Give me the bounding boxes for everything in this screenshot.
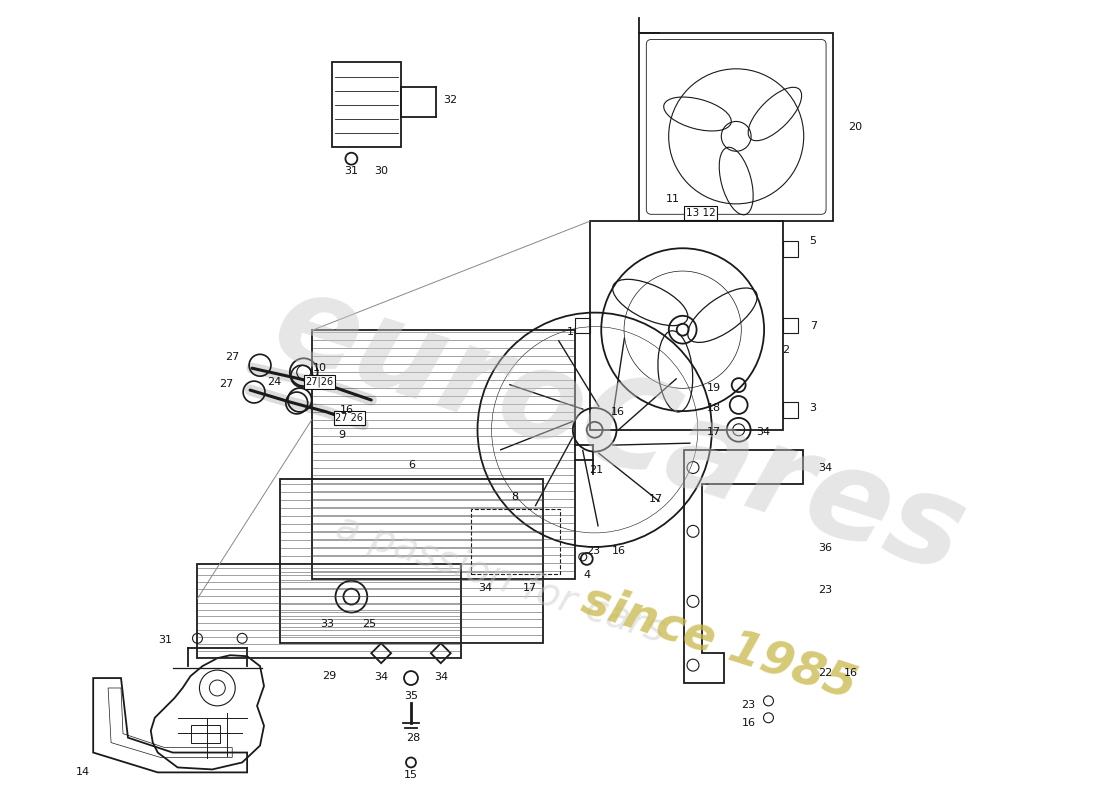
Text: 33: 33 [320, 619, 334, 630]
Text: 34: 34 [374, 672, 388, 682]
Text: 14: 14 [76, 767, 90, 778]
Text: 21: 21 [590, 465, 604, 474]
Text: 16: 16 [741, 718, 756, 728]
Text: 18: 18 [707, 403, 721, 413]
Text: 25: 25 [362, 619, 376, 630]
Text: 22: 22 [818, 668, 833, 678]
Text: 16: 16 [844, 668, 858, 678]
Text: 6: 6 [408, 459, 415, 470]
Text: 17: 17 [524, 582, 537, 593]
Text: 32: 32 [443, 95, 458, 105]
Text: 27 26: 27 26 [336, 413, 363, 423]
Text: 4: 4 [583, 570, 591, 580]
Text: 34: 34 [757, 426, 771, 437]
Text: since 1985: since 1985 [576, 578, 861, 709]
Text: 3: 3 [810, 403, 816, 413]
Text: 15: 15 [404, 770, 418, 780]
Text: 23: 23 [585, 546, 600, 556]
Text: a passion for cars: a passion for cars [331, 507, 670, 650]
Text: 16: 16 [612, 407, 625, 417]
Text: euroCares: euroCares [260, 262, 980, 598]
Text: 36: 36 [818, 542, 832, 553]
Text: 7: 7 [810, 321, 816, 330]
Text: 35: 35 [404, 691, 418, 701]
Text: 11: 11 [666, 194, 680, 205]
Text: 31: 31 [344, 166, 359, 176]
Text: 8: 8 [512, 492, 519, 502]
Text: 17: 17 [649, 494, 663, 504]
Text: 17: 17 [707, 426, 721, 437]
Text: 34: 34 [818, 462, 832, 473]
Text: 27: 27 [219, 379, 233, 389]
Text: 13 12: 13 12 [685, 208, 715, 218]
Text: 34: 34 [433, 672, 448, 682]
Text: 20: 20 [848, 122, 862, 132]
Text: 16: 16 [612, 546, 626, 556]
Text: 27|26: 27|26 [306, 377, 333, 387]
Text: 19: 19 [707, 383, 721, 393]
Text: 23: 23 [741, 700, 756, 710]
Text: 24: 24 [267, 377, 282, 387]
Text: 34: 34 [478, 582, 493, 593]
Text: 29: 29 [322, 671, 337, 681]
Text: 16: 16 [340, 405, 353, 415]
Text: 9: 9 [338, 430, 345, 440]
Text: 31: 31 [157, 635, 172, 646]
Text: 5: 5 [810, 236, 816, 246]
Text: 23: 23 [818, 585, 832, 594]
Text: 27: 27 [226, 352, 240, 362]
Text: 28: 28 [406, 733, 420, 742]
Text: 2: 2 [782, 345, 790, 354]
Text: 30: 30 [374, 166, 388, 176]
Text: 1: 1 [566, 327, 573, 338]
Text: 10: 10 [312, 363, 327, 374]
